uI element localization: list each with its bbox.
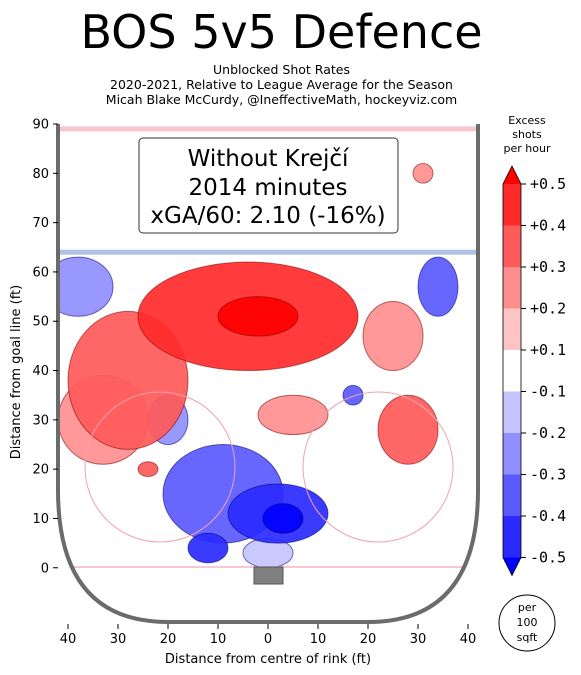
contour-region (137, 461, 159, 478)
contour-layer (58, 162, 459, 569)
x-tick-label: 40 (460, 632, 477, 647)
x-tick-label: 30 (410, 632, 427, 647)
y-tick-label: 30 (32, 413, 49, 428)
contour-region (377, 394, 439, 465)
contour-region (262, 503, 304, 534)
x-tick-label: 10 (210, 632, 227, 647)
y-tick-label: 50 (32, 315, 49, 330)
colorbar-segment (503, 225, 521, 267)
info-line-xga: xGA/60: 2.10 (-16%) (150, 203, 385, 229)
y-tick-label: 10 (32, 512, 49, 527)
info-line-minutes: 2014 minutes (189, 175, 348, 201)
subtitle-line-3: Micah Blake McCurdy, @IneffectiveMath, h… (105, 92, 458, 107)
colorbar-tick-label: -0.2 (530, 424, 566, 442)
y-tick-label: 0 (41, 561, 49, 576)
colorbar-title-line-2: shots (512, 128, 542, 141)
per-sqft-badge (498, 594, 556, 652)
colorbar-segment (503, 184, 521, 226)
y-tick-label: 80 (32, 167, 49, 182)
top-boundary-line (58, 126, 478, 132)
colorbar: +0.5 +0.4 +0.3 +0.2 +0.1 -0.1 -0.2 -0.3 -0.4 -0.5 (502, 165, 566, 577)
x-tick-label: 30 (110, 632, 127, 647)
info-line-without: Without Krejčí (188, 146, 349, 172)
contour-region (58, 256, 114, 317)
colorbar-tick-label: -0.5 (530, 549, 566, 567)
colorbar-tick-label: +0.4 (530, 217, 566, 235)
colorbar-tick-label: -0.3 (530, 466, 566, 484)
colorbar-top-arrow (503, 166, 521, 184)
contour-region (342, 384, 364, 406)
y-tick-label: 20 (32, 463, 49, 478)
colorbar-segment (503, 516, 521, 558)
badge-line-1: per (518, 601, 537, 614)
colorbar-bottom-arrow (503, 557, 521, 576)
x-tick-label: 40 (60, 632, 77, 647)
y-axis-label: Distance from goal line (ft) (9, 285, 24, 459)
y-tick-label: 90 (32, 118, 49, 133)
colorbar-tick-label: +0.3 (530, 258, 566, 276)
chart-title: BOS 5v5 Defence (80, 5, 483, 59)
x-axis: 40 30 20 10 0 10 20 30 40 (60, 624, 477, 647)
contour-region (187, 532, 229, 564)
chart-subtitle: Unblocked Shot Rates 2020-2021, Relative… (0, 62, 563, 107)
y-tick-label: 60 (32, 265, 49, 280)
y-axis: 0 10 20 30 40 50 60 70 80 90 (32, 118, 58, 576)
contour-region (412, 162, 434, 184)
subtitle-line-2: 2020-2021, Relative to League Average fo… (110, 77, 453, 92)
rink-boards (56, 124, 480, 624)
goal-net (253, 566, 284, 585)
colorbar-title-line-1: Excess (508, 114, 546, 127)
colorbar-segment (503, 391, 521, 433)
y-tick-label: 40 (32, 364, 49, 379)
badge-line-2: 100 (517, 616, 538, 629)
x-tick-label: 20 (160, 632, 177, 647)
subtitle-line-1: Unblocked Shot Rates (213, 62, 350, 77)
y-tick-label: 70 (32, 216, 49, 231)
colorbar-tick-label: +0.5 (530, 175, 566, 193)
contour-region (362, 301, 424, 372)
blue-line (58, 249, 478, 255)
colorbar-segment (503, 350, 521, 392)
colorbar-segment (503, 433, 521, 475)
colorbar-segment (503, 267, 521, 309)
colorbar-tick-label: +0.2 (530, 300, 566, 318)
contour-region (217, 296, 299, 337)
colorbar-segment (503, 474, 521, 516)
x-axis-label: Distance from centre of rink (ft) (165, 652, 371, 667)
faceoff-circle-right (302, 391, 454, 543)
info-box (138, 137, 399, 234)
x-tick-label: 20 (360, 632, 377, 647)
colorbar-tick-label: +0.1 (530, 341, 566, 359)
badge-line-3: sqft (517, 631, 538, 644)
colorbar-title-line-3: per hour (504, 142, 551, 155)
x-tick-label: 0 (264, 632, 272, 647)
colorbar-segment (503, 308, 521, 350)
x-tick-label: 10 (310, 632, 327, 647)
colorbar-tick-label: -0.4 (530, 507, 566, 525)
colorbar-tick-label: -0.1 (530, 383, 566, 401)
faceoff-circle-left (84, 391, 236, 543)
contour-region (257, 394, 329, 436)
contour-region (417, 256, 459, 317)
